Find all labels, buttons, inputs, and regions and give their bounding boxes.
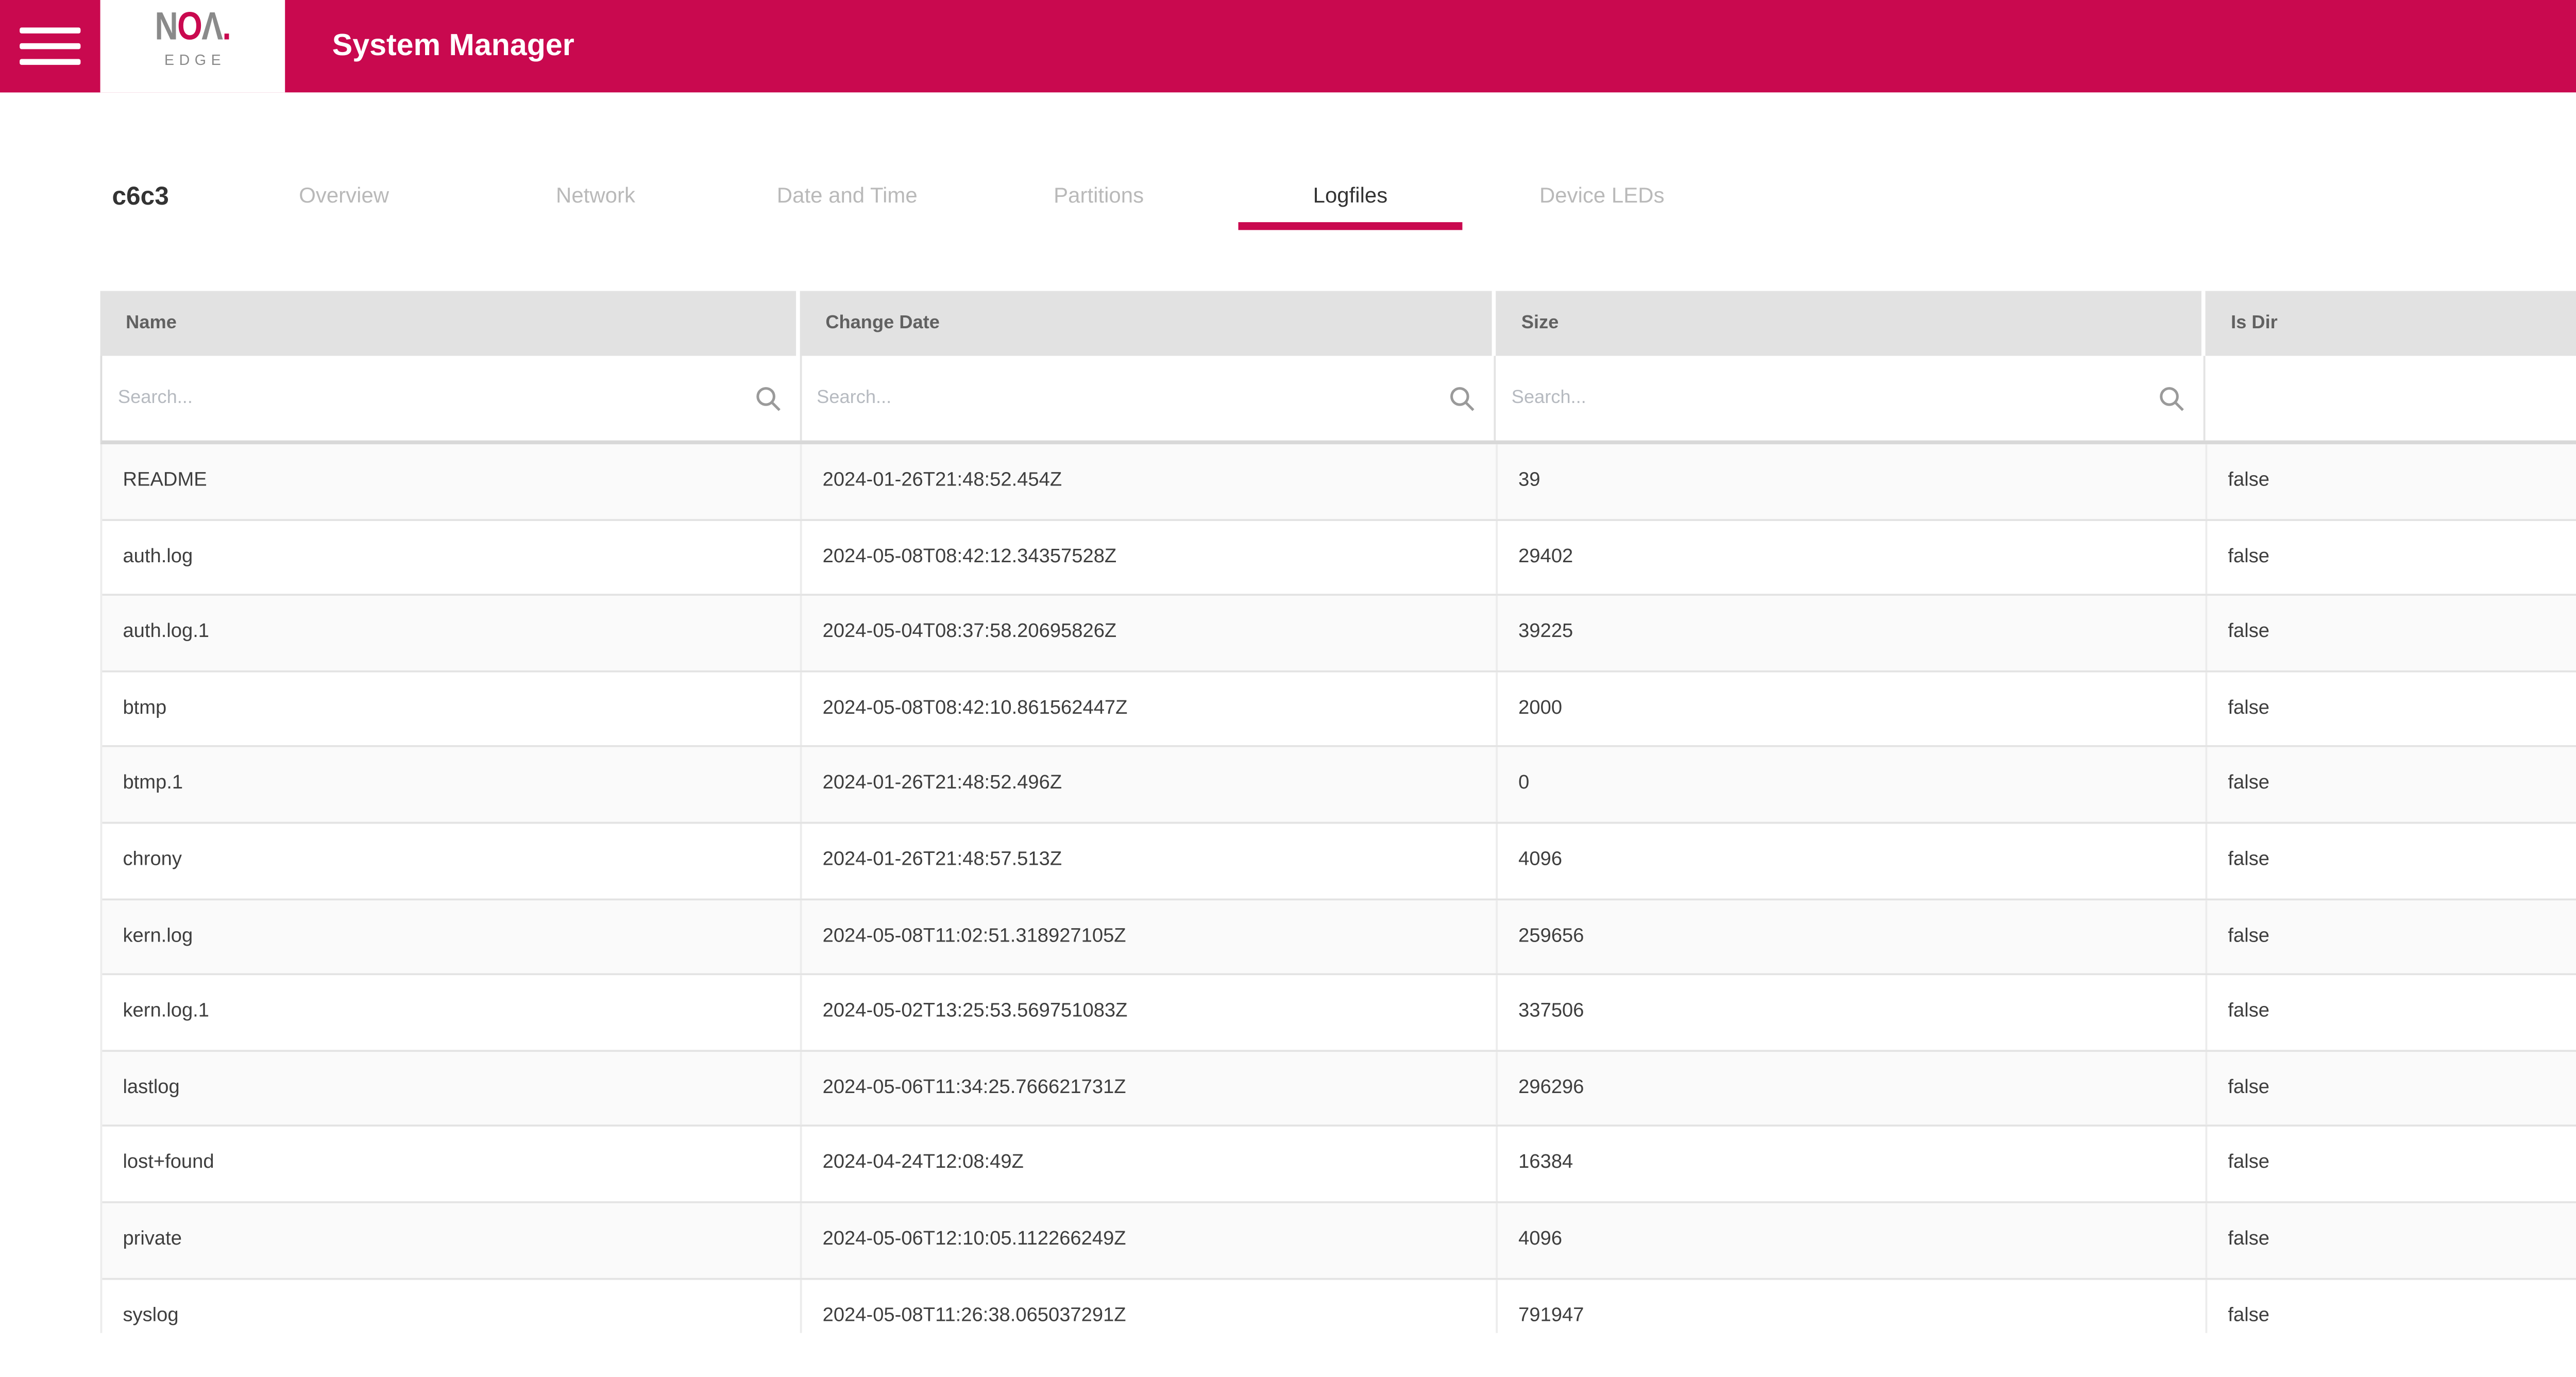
cell-name: lost+found xyxy=(102,1127,802,1201)
cell-is-dir: false xyxy=(2207,672,2576,746)
cell-name: auth.log xyxy=(102,520,802,594)
table-row: kern.log.1 2024-05-02T13:25:53.569751083Z… xyxy=(102,975,2576,1052)
cell-change-date: 2024-05-08T11:02:51.318927105Z xyxy=(802,899,1498,974)
cell-is-dir: false xyxy=(2207,596,2576,670)
cell-change-date: 2024-01-26T21:48:57.513Z xyxy=(802,824,1498,898)
table-row: lost+found 2024-04-24T12:08:49Z 16384 false xyxy=(102,1127,2576,1203)
table-row: auth.log.1 2024-05-04T08:37:58.20695826Z 3… xyxy=(102,596,2576,672)
cell-is-dir: false xyxy=(2207,444,2576,518)
table-row: README 2024-01-26T21:48:52.454Z 39 false xyxy=(102,444,2576,520)
filter-cell-is-dir xyxy=(2205,356,2576,441)
table-filter-row xyxy=(100,356,2576,445)
cell-change-date: 2024-05-04T08:37:58.20695826Z xyxy=(802,596,1498,670)
column-header-is-dir: Is Dir xyxy=(2205,291,2576,356)
cell-name: btmp.1 xyxy=(102,748,802,822)
tab-date-and-time[interactable]: Date and Time xyxy=(776,184,918,209)
menu-button[interactable] xyxy=(0,0,100,93)
cell-name: auth.log.1 xyxy=(102,596,802,670)
tab-logfiles[interactable]: Logfiles xyxy=(1225,171,1476,229)
table-header-row: Name Change Date Size Is Dir xyxy=(100,291,2576,356)
tab-partitions[interactable]: Partitions xyxy=(1054,184,1144,209)
logo-subtitle: EDGE xyxy=(164,51,226,69)
hamburger-icon xyxy=(20,27,81,35)
name-search-input[interactable] xyxy=(102,356,799,441)
logo-wordmark: NOΛ. xyxy=(155,6,231,49)
table-body: README 2024-01-26T21:48:52.454Z 39 false aut… xyxy=(100,444,2576,1333)
cell-is-dir: false xyxy=(2207,976,2576,1049)
cell-change-date: 2024-05-08T11:26:38.065037291Z xyxy=(802,1279,1498,1333)
cell-is-dir: false xyxy=(2207,1203,2576,1277)
cell-change-date: 2024-05-08T08:42:12.34357528Z xyxy=(802,520,1498,594)
cell-name: lastlog xyxy=(102,1051,802,1126)
table-row: lastlog 2024-05-06T11:34:25.766621731Z 296… xyxy=(102,1051,2576,1128)
cell-size: 16384 xyxy=(1498,1127,2208,1201)
cell-name: kern.log xyxy=(102,899,802,974)
cell-name: README xyxy=(102,444,802,518)
table-row: btmp 2024-05-08T08:42:10.861562447Z 2000 fa… xyxy=(102,671,2576,748)
cell-is-dir: false xyxy=(2207,520,2576,594)
table-row: btmp.1 2024-01-26T21:48:52.496Z 0 false xyxy=(102,748,2576,824)
cell-size: 296296 xyxy=(1498,1051,2208,1126)
cell-is-dir: false xyxy=(2207,1051,2576,1125)
cell-is-dir: false xyxy=(2207,748,2576,821)
cell-change-date: 2024-05-02T13:25:53.569751083Z xyxy=(802,975,1498,1050)
cell-size: 259656 xyxy=(1498,899,2208,974)
tab-network[interactable]: Network xyxy=(556,184,635,209)
tab-overview[interactable]: Overview xyxy=(299,184,389,209)
hamburger-icon xyxy=(20,58,81,65)
size-search-input[interactable] xyxy=(1496,356,2202,441)
cell-name: chrony xyxy=(102,824,802,898)
table-row: chrony 2024-01-26T21:48:57.513Z 4096 false xyxy=(102,824,2576,900)
table-row: auth.log 2024-05-08T08:42:12.34357528Z 294… xyxy=(102,520,2576,596)
cell-size: 337506 xyxy=(1498,975,2208,1050)
hamburger-icon xyxy=(20,42,81,50)
filter-cell-change-date xyxy=(801,356,1496,441)
table-row: syslog 2024-05-08T11:26:38.065037291Z 7919… xyxy=(102,1279,2576,1333)
column-header-change-date: Change Date xyxy=(800,291,1496,356)
tab-device-leds[interactable]: Device LEDs xyxy=(1539,184,1665,209)
column-header-name: Name xyxy=(100,291,800,356)
cell-is-dir: false xyxy=(2207,1279,2576,1333)
cell-is-dir: false xyxy=(2207,1127,2576,1201)
app-bar: NOΛ. EDGE System Manager xyxy=(0,0,2576,93)
filter-cell-name xyxy=(102,356,801,441)
cell-change-date: 2024-04-24T12:08:49Z xyxy=(802,1127,1498,1201)
app-logo: NOΛ. EDGE xyxy=(100,0,285,93)
cell-size: 4096 xyxy=(1498,1203,2208,1278)
device-name: c6c3 xyxy=(112,180,169,211)
cell-size: 791947 xyxy=(1498,1279,2208,1333)
cell-is-dir: false xyxy=(2207,824,2576,897)
cell-size: 39225 xyxy=(1498,596,2208,670)
cell-name: private xyxy=(102,1203,802,1278)
cell-change-date: 2024-01-26T21:48:52.496Z xyxy=(802,748,1498,822)
table-row: kern.log 2024-05-08T11:02:51.318927105Z 25… xyxy=(102,899,2576,976)
cell-size: 2000 xyxy=(1498,671,2208,746)
cell-name: syslog xyxy=(102,1279,802,1333)
change-date-search-input[interactable] xyxy=(801,356,1494,441)
cell-size: 4096 xyxy=(1498,824,2208,898)
cell-size: 39 xyxy=(1498,444,2208,518)
filter-cell-size xyxy=(1496,356,2205,441)
cell-change-date: 2024-01-26T21:48:52.454Z xyxy=(802,444,1498,518)
cell-change-date: 2024-05-06T12:10:05.112266249Z xyxy=(802,1203,1498,1278)
table-row: private 2024-05-06T12:10:05.112266249Z 409… xyxy=(102,1203,2576,1279)
column-header-size: Size xyxy=(1496,291,2206,356)
cell-change-date: 2024-05-08T08:42:10.861562447Z xyxy=(802,671,1498,746)
cell-name: kern.log.1 xyxy=(102,975,802,1050)
cell-name: btmp xyxy=(102,671,802,746)
cell-change-date: 2024-05-06T11:34:25.766621731Z xyxy=(802,1051,1498,1126)
page-title: System Manager xyxy=(332,29,574,63)
cell-size: 0 xyxy=(1498,748,2208,822)
cell-is-dir: false xyxy=(2207,900,2576,973)
cell-size: 29402 xyxy=(1498,520,2208,594)
tab-bar: Overview Network Date and Time Partitions Lo… xyxy=(218,171,1727,229)
